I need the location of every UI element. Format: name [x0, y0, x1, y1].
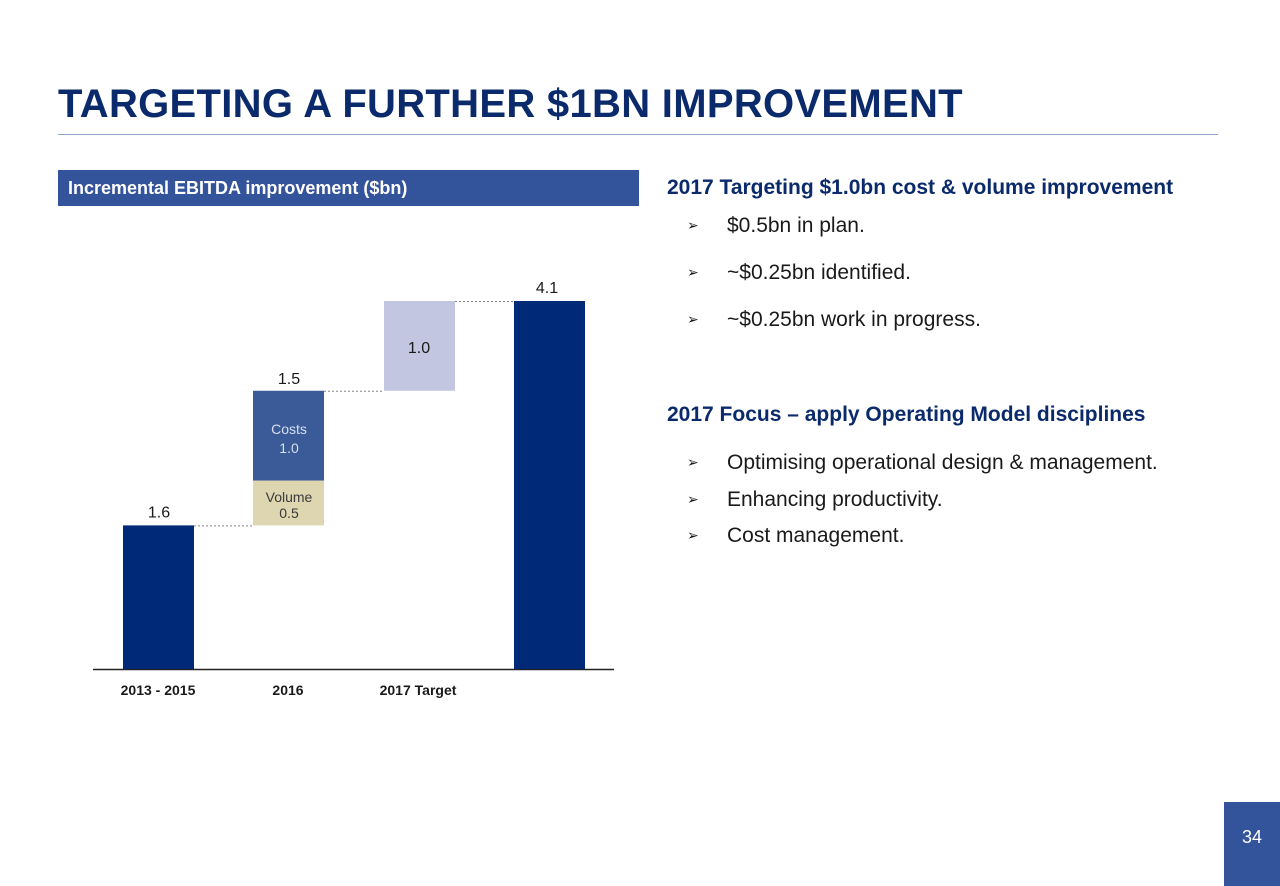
bullet-text: $0.5bn in plan.: [727, 214, 865, 237]
x-tick-label: 2013 - 2015: [121, 682, 196, 698]
page-number: 34: [1224, 802, 1280, 886]
bar: [514, 301, 585, 669]
bullet-item: ➢ ~$0.25bn work in progress.: [687, 308, 981, 332]
data-label: 1.0: [408, 340, 430, 357]
bullet-arrow-icon: ➢: [687, 454, 699, 470]
bullet-arrow-icon: ➢: [687, 311, 699, 327]
page-title: TARGETING A FURTHER $1BN IMPROVEMENT: [58, 82, 963, 126]
bullet-text: Optimising operational design & manageme…: [727, 451, 1158, 474]
x-tick-label: 2017 Target: [380, 682, 457, 698]
title-divider: [58, 134, 1218, 135]
bullet-arrow-icon: ➢: [687, 527, 699, 543]
bar: [384, 301, 455, 391]
bullet-text: Enhancing productivity.: [727, 488, 943, 511]
bullet-arrow-icon: ➢: [687, 264, 699, 280]
data-label: 0.5: [279, 505, 299, 521]
data-label: Costs: [271, 421, 307, 437]
bullet-item: ➢ Cost management.: [687, 524, 904, 548]
x-tick-label: 2016: [272, 682, 303, 698]
bullet-item: ➢ Enhancing productivity.: [687, 488, 943, 512]
data-label: 1.5: [278, 371, 300, 388]
chart-header: Incremental EBITDA improvement ($bn): [58, 170, 639, 206]
bullet-text: ~$0.25bn work in progress.: [727, 308, 981, 331]
data-label: 4.1: [536, 280, 558, 297]
section-heading-focus: 2017 Focus – apply Operating Model disci…: [667, 403, 1146, 426]
bar: [123, 525, 194, 669]
data-label: 1.6: [148, 504, 170, 521]
data-label: Volume: [266, 489, 313, 505]
bullet-item: ➢ $0.5bn in plan.: [687, 214, 865, 238]
bullet-text: Cost management.: [727, 524, 905, 547]
bullet-item: ➢ Optimising operational design & managem…: [687, 451, 1158, 475]
bullet-item: ➢ ~$0.25bn identified.: [687, 261, 911, 285]
bullet-arrow-icon: ➢: [687, 491, 699, 507]
bullet-text: ~$0.25bn identified.: [727, 261, 911, 284]
bar: [253, 390, 324, 481]
section-heading-targeting: 2017 Targeting $1.0bn cost & volume impr…: [667, 176, 1174, 199]
bar: [253, 480, 324, 526]
data-label: 1.0: [279, 440, 299, 456]
bullet-arrow-icon: ➢: [687, 217, 699, 233]
